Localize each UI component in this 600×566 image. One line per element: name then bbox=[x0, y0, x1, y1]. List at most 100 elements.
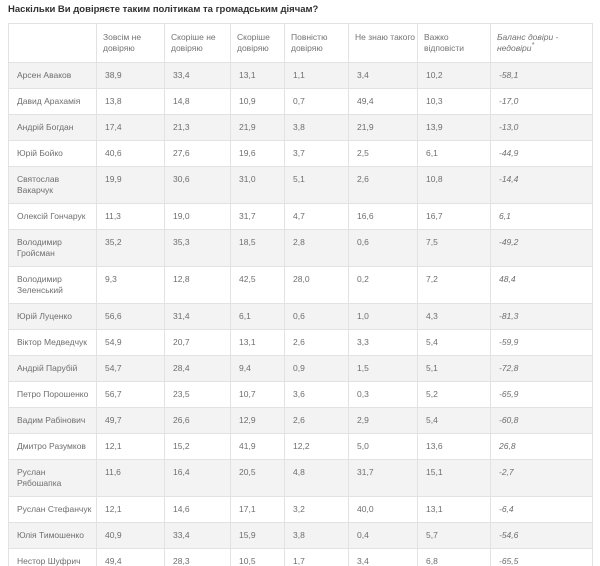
value-cell: 28,0 bbox=[284, 266, 349, 304]
value-cell: 5,0 bbox=[348, 433, 418, 460]
value-cell: 5,4 bbox=[417, 329, 491, 356]
value-cell: 56,6 bbox=[96, 303, 165, 330]
value-cell: 31,7 bbox=[348, 459, 418, 497]
value-cell: 1,0 bbox=[348, 303, 418, 330]
column-header: Повністю довіряю bbox=[284, 23, 349, 63]
balance-cell: -13,0 bbox=[490, 114, 593, 141]
value-cell: 4,3 bbox=[417, 303, 491, 330]
balance-cell: -58,1 bbox=[490, 62, 593, 89]
value-cell: 42,5 bbox=[230, 266, 285, 304]
value-cell: 49,4 bbox=[348, 88, 418, 115]
value-cell: 13,1 bbox=[417, 496, 491, 523]
column-header: Не знаю такого bbox=[348, 23, 418, 63]
trust-table: Зовсім не довіряю Скоріше не довіряю Скорі… bbox=[8, 23, 593, 566]
value-cell: 30,6 bbox=[164, 166, 231, 204]
value-cell: 13,6 bbox=[417, 433, 491, 460]
politician-name: Віктор Медведчук bbox=[8, 329, 97, 356]
value-cell: 1,1 bbox=[284, 62, 349, 89]
value-cell: 12,1 bbox=[96, 496, 165, 523]
value-cell: 20,5 bbox=[230, 459, 285, 497]
value-cell: 4,8 bbox=[284, 459, 349, 497]
value-cell: 35,2 bbox=[96, 229, 165, 267]
value-cell: 2,6 bbox=[284, 407, 349, 434]
value-cell: 49,7 bbox=[96, 407, 165, 434]
table-row: Юрій Бойко 40,6 27,6 19,6 3,7 2,5 6,1 -44,9 bbox=[8, 140, 593, 167]
value-cell: 40,9 bbox=[96, 522, 165, 549]
value-cell: 0,7 bbox=[284, 88, 349, 115]
value-cell: 11,3 bbox=[96, 203, 165, 230]
politician-name: Петро Порошенко bbox=[8, 381, 97, 408]
value-cell: 31,7 bbox=[230, 203, 285, 230]
value-cell: 10,7 bbox=[230, 381, 285, 408]
value-cell: 40,0 bbox=[348, 496, 418, 523]
balance-cell: -44,9 bbox=[490, 140, 593, 167]
value-cell: 2,6 bbox=[284, 329, 349, 356]
value-cell: 7,5 bbox=[417, 229, 491, 267]
value-cell: 10,8 bbox=[417, 166, 491, 204]
balance-cell: 48,4 bbox=[490, 266, 593, 304]
balance-cell: -14,4 bbox=[490, 166, 593, 204]
politician-name: Нестор Шуфрич bbox=[8, 548, 97, 566]
balance-cell: -72,8 bbox=[490, 355, 593, 382]
value-cell: 2,8 bbox=[284, 229, 349, 267]
value-cell: 28,4 bbox=[164, 355, 231, 382]
value-cell: 19,6 bbox=[230, 140, 285, 167]
value-cell: 10,3 bbox=[417, 88, 491, 115]
value-cell: 49,4 bbox=[96, 548, 165, 566]
table-row: Андрій Богдан 17,4 21,3 21,9 3,8 21,9 13,9 -13,… bbox=[8, 114, 593, 141]
table-row: Дмитро Разумков 12,1 15,2 41,9 12,2 5,0 13,6 26… bbox=[8, 433, 593, 460]
column-header: Зовсім не довіряю bbox=[96, 23, 165, 63]
table-row: Руслан Рябошапка 11,6 16,4 20,5 4,8 31,7 15,1-… bbox=[8, 459, 593, 497]
value-cell: 3,6 bbox=[284, 381, 349, 408]
politician-name: Володимир Зеленський bbox=[8, 266, 97, 304]
value-cell: 35,3 bbox=[164, 229, 231, 267]
balance-cell: -65,9 bbox=[490, 381, 593, 408]
value-cell: 0,6 bbox=[348, 229, 418, 267]
value-cell: 11,6 bbox=[96, 459, 165, 497]
balance-cell: -6,4 bbox=[490, 496, 593, 523]
value-cell: 1,5 bbox=[348, 355, 418, 382]
politician-name: Юлія Тимошенко bbox=[8, 522, 97, 549]
value-cell: 16,7 bbox=[417, 203, 491, 230]
footnote-mark: * bbox=[531, 42, 535, 50]
table-row: Арсен Аваков 38,9 33,4 13,1 1,1 3,4 10,2 -58,1 bbox=[8, 62, 593, 89]
table-row: Андрій Парубій 54,7 28,4 9,4 0,9 1,5 5,1 -72,8 bbox=[8, 355, 593, 382]
value-cell: 12,8 bbox=[164, 266, 231, 304]
balance-cell: 26,8 bbox=[490, 433, 593, 460]
value-cell: 12,2 bbox=[284, 433, 349, 460]
value-cell: 16,6 bbox=[348, 203, 418, 230]
value-cell: 13,8 bbox=[96, 88, 165, 115]
value-cell: 10,9 bbox=[230, 88, 285, 115]
page-title: Наскільки Ви довіряєте таким політикам т… bbox=[8, 4, 319, 15]
value-cell: 0,3 bbox=[348, 381, 418, 408]
value-cell: 28,3 bbox=[164, 548, 231, 566]
balance-cell: 6,1 bbox=[490, 203, 593, 230]
table-row: Олексій Гончарук 11,3 19,0 31,7 4,7 16,6 16,7 6… bbox=[8, 203, 593, 230]
value-cell: 5,1 bbox=[284, 166, 349, 204]
value-cell: 3,4 bbox=[348, 548, 418, 566]
balance-header-label: Баланс довіри - недовіри bbox=[497, 32, 559, 53]
value-cell: 4,7 bbox=[284, 203, 349, 230]
politician-name: Арсен Аваков bbox=[8, 62, 97, 89]
value-cell: 0,2 bbox=[348, 266, 418, 304]
value-cell: 38,9 bbox=[96, 62, 165, 89]
value-cell: 54,7 bbox=[96, 355, 165, 382]
value-cell: 3,8 bbox=[284, 114, 349, 141]
politician-name: Святослав Вакарчук bbox=[8, 166, 97, 204]
value-cell: 3,8 bbox=[284, 522, 349, 549]
value-cell: 14,6 bbox=[164, 496, 231, 523]
value-cell: 6,1 bbox=[230, 303, 285, 330]
value-cell: 21,9 bbox=[230, 114, 285, 141]
balance-cell: -2,7 bbox=[490, 459, 593, 497]
value-cell: 17,4 bbox=[96, 114, 165, 141]
value-cell: 2,9 bbox=[348, 407, 418, 434]
column-header-balance: Баланс довіри - недовіри* bbox=[490, 23, 593, 63]
column-header: Важко відповісти bbox=[417, 23, 491, 63]
politician-name: Юрій Луценко bbox=[8, 303, 97, 330]
value-cell: 2,5 bbox=[348, 140, 418, 167]
value-cell: 1,7 bbox=[284, 548, 349, 566]
value-cell: 15,2 bbox=[164, 433, 231, 460]
value-cell: 3,2 bbox=[284, 496, 349, 523]
value-cell: 31,0 bbox=[230, 166, 285, 204]
value-cell: 19,9 bbox=[96, 166, 165, 204]
